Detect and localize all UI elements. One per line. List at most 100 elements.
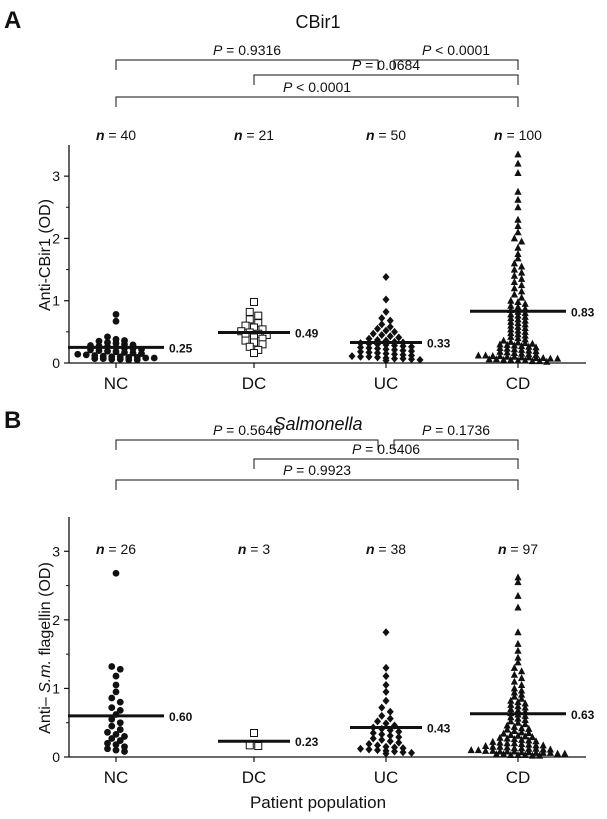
data-point-cd <box>510 677 518 685</box>
y-tick-label: 1 <box>52 293 60 309</box>
data-point-cd <box>503 344 511 352</box>
data-point-uc <box>365 348 373 357</box>
data-point-nc <box>112 746 120 754</box>
data-point-uc <box>382 307 390 316</box>
data-point-dc <box>254 742 263 751</box>
data-point-cd <box>561 749 569 757</box>
category-label-cd: CD <box>506 374 531 393</box>
data-point-cd <box>496 733 504 741</box>
p-value-label: P = 0.5406 <box>352 441 420 457</box>
data-point-cd <box>514 195 522 203</box>
data-point-cd <box>503 747 511 755</box>
data-point-nc <box>121 733 128 740</box>
data-point-cd <box>507 321 515 329</box>
data-point-cd <box>510 271 518 279</box>
data-point-cd <box>507 337 515 345</box>
data-point-cd <box>474 746 482 754</box>
data-point-cd <box>525 353 533 361</box>
data-point-cd <box>518 293 526 301</box>
data-point-uc <box>374 324 381 333</box>
data-point-cd <box>514 243 522 251</box>
data-point-uc <box>382 628 390 637</box>
data-point-uc <box>378 730 386 739</box>
data-point-uc <box>365 352 373 361</box>
panel-b-ylabel-rest: flagellin (OD) <box>37 562 54 660</box>
data-point-cd <box>496 747 504 755</box>
data-point-cd <box>507 355 515 363</box>
data-point-nc <box>108 694 116 702</box>
data-point-cd <box>514 718 522 726</box>
data-point-nc <box>108 663 116 670</box>
data-point-cd <box>514 658 522 666</box>
data-point-cd <box>510 722 518 730</box>
data-point-cd <box>521 356 529 364</box>
data-point-cd <box>518 237 526 245</box>
data-point-cd <box>510 684 518 692</box>
data-point-cd <box>532 737 540 745</box>
data-point-cd <box>514 628 522 636</box>
data-point-uc <box>365 745 373 754</box>
comparison-bracket <box>115 439 379 450</box>
data-point-uc <box>399 748 407 757</box>
data-point-cd <box>503 340 511 348</box>
data-point-cd <box>485 355 493 363</box>
data-point-dc <box>241 336 250 345</box>
data-point-uc <box>386 332 394 341</box>
data-point-cd <box>539 748 547 756</box>
data-point-cd <box>525 729 533 736</box>
data-point-cd <box>518 686 526 694</box>
data-point-uc <box>386 731 394 740</box>
category-label-dc: DC <box>242 374 267 393</box>
plot-layer: 0 1 2 3 NC DC UC CD n = 40 n = 21 n = 50 n = 100 P =… <box>52 42 594 787</box>
category-label-uc: UC <box>374 374 399 393</box>
comparison-bracket <box>115 96 519 107</box>
data-point-dc <box>245 315 254 324</box>
data-point-cd <box>518 274 526 282</box>
data-point-cd <box>514 356 522 364</box>
data-point-cd <box>507 314 515 322</box>
comparison-bracket <box>253 74 519 85</box>
data-point-cd <box>554 354 562 362</box>
data-point-uc <box>399 354 407 363</box>
data-point-cd <box>507 705 515 712</box>
data-point-uc <box>391 350 398 359</box>
data-point-cd <box>510 663 518 671</box>
data-point-nc <box>129 349 137 357</box>
data-point-uc <box>369 729 377 737</box>
data-point-cd <box>514 228 522 236</box>
data-point-uc <box>386 707 394 716</box>
data-point-uc <box>374 353 381 362</box>
data-point-uc <box>357 343 364 352</box>
data-point-uc <box>369 329 377 338</box>
panel-b-ylabel-italic: S.m. <box>37 660 54 693</box>
data-point-cd <box>521 324 529 332</box>
data-point-cd <box>496 340 504 348</box>
data-point-cd <box>507 713 515 721</box>
data-point-dc <box>250 349 258 358</box>
panel-letter-b: B <box>4 407 21 434</box>
data-point-uc <box>357 352 364 361</box>
data-point-cd <box>507 700 515 708</box>
data-point-cd <box>514 319 522 327</box>
data-point-cd <box>532 744 540 752</box>
category-label-uc: UC <box>374 768 399 787</box>
data-point-nc <box>104 347 111 355</box>
data-point-cd <box>525 342 533 350</box>
data-point-uc <box>408 355 415 364</box>
data-point-cd <box>496 352 504 360</box>
p-value-label: P = 0.9316 <box>213 42 281 58</box>
data-point-cd <box>518 342 526 350</box>
data-point-cd <box>514 714 522 722</box>
data-point-dc <box>245 342 254 351</box>
data-point-cd <box>525 346 533 354</box>
data-point-cd <box>507 301 515 309</box>
data-point-uc <box>408 748 415 757</box>
panel-letter-a: A <box>4 7 21 34</box>
data-point-cd <box>467 746 475 754</box>
data-point-cd <box>489 746 497 754</box>
mean-label-cd: 0.63 <box>571 708 595 722</box>
data-point-uc <box>408 347 415 356</box>
data-point-cd <box>514 215 522 223</box>
data-point-cd <box>514 169 522 177</box>
data-point-cd <box>518 349 526 357</box>
